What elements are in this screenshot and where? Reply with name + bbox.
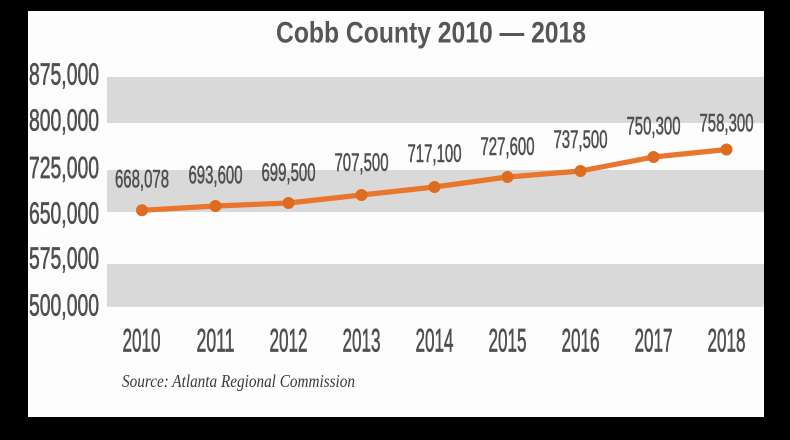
svg-text:2012: 2012 — [270, 323, 308, 359]
svg-text:699,500: 699,500 — [262, 159, 316, 187]
svg-text:2011: 2011 — [197, 323, 235, 359]
svg-text:2018: 2018 — [708, 323, 746, 359]
svg-text:668,078: 668,078 — [115, 166, 169, 194]
svg-text:2017: 2017 — [635, 323, 673, 359]
svg-text:725,000: 725,000 — [29, 151, 99, 185]
svg-text:2014: 2014 — [416, 323, 454, 359]
svg-text:Cobb County 2010 — 2018: Cobb County 2010 — 2018 — [276, 17, 586, 50]
svg-text:2010: 2010 — [123, 323, 161, 359]
svg-text:2016: 2016 — [562, 323, 600, 359]
svg-text:2013: 2013 — [343, 323, 381, 359]
svg-text:758,300: 758,300 — [700, 110, 754, 138]
svg-text:737,500: 737,500 — [554, 126, 608, 154]
svg-text:800,000: 800,000 — [29, 104, 99, 138]
svg-text:650,000: 650,000 — [29, 196, 99, 230]
svg-text:717,100: 717,100 — [408, 140, 462, 168]
svg-text:707,500: 707,500 — [335, 149, 389, 177]
svg-text:Source: Atlanta Regional Commi: Source: Atlanta Regional Commission — [122, 371, 355, 391]
svg-text:500,000: 500,000 — [29, 289, 99, 323]
svg-text:750,300: 750,300 — [627, 113, 681, 141]
svg-text:693,600: 693,600 — [189, 161, 243, 189]
svg-text:2015: 2015 — [489, 323, 527, 359]
svg-text:875,000: 875,000 — [29, 58, 99, 92]
svg-text:727,600: 727,600 — [481, 133, 535, 161]
svg-text:575,000: 575,000 — [29, 242, 99, 276]
